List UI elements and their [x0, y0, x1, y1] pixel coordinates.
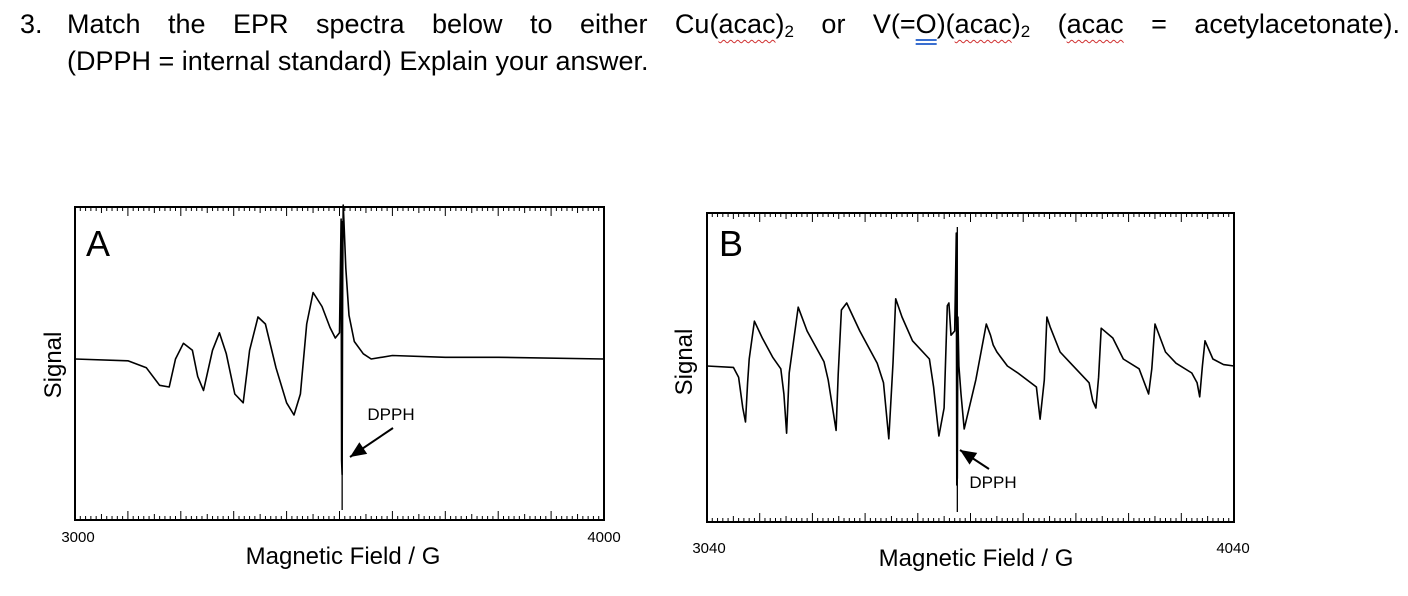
spectrum-a: A Signal Magnetic Field / G 3000 4000 DP… — [40, 204, 621, 570]
panel-b-dpph-arrow-head — [960, 450, 978, 465]
panel-a-x-tick-label-max: 4000 — [587, 529, 620, 546]
panel-a-dpph-arrow-head — [350, 442, 368, 457]
question-text-segment: Match the EPR spectra below to either Cu… — [67, 9, 719, 39]
question-text-segment: )( — [936, 9, 955, 39]
question-line-1: 3. Match the EPR spectra below to either… — [20, 6, 1400, 43]
spellcheck-word: acac — [1066, 9, 1124, 39]
panel-a-x-axis-label: Magnetic Field / G — [246, 543, 441, 570]
panel-a-dpph-annotation: DPPH — [367, 405, 414, 424]
grammar-marked-letter: O — [915, 9, 937, 39]
question-text-segment: ) — [775, 9, 785, 39]
panel-b-label: B — [719, 223, 743, 264]
panel-a-plot-frame — [74, 206, 605, 521]
question-number: 3. — [20, 9, 43, 39]
panel-b-x-tick-label-min: 3040 — [692, 540, 725, 557]
question-line-1-text: Match the EPR spectra below to either Cu… — [67, 6, 1400, 43]
spellcheck-word: acac — [954, 9, 1012, 39]
question-text-segment: or V(= — [793, 9, 916, 39]
panel-b-dpph-annotation: DPPH — [969, 473, 1016, 492]
question-text-segment: ) — [1011, 9, 1021, 39]
panel-a-y-axis-label: Signal — [40, 332, 67, 399]
spellcheck-word: acac — [718, 9, 776, 39]
panel-b-plot — [706, 212, 1235, 523]
panel-a-plot — [74, 204, 605, 521]
question-line-2: (DPPH = internal standard) Explain your … — [67, 46, 649, 76]
subscript: 2 — [784, 22, 794, 41]
panel-b-x-tick-label-max: 4040 — [1216, 540, 1249, 557]
panel-b-y-axis-label: Signal — [671, 329, 698, 396]
subscript: 2 — [1020, 22, 1031, 41]
panel-b-spectrum-line — [706, 232, 1235, 486]
question-text-segment: = acetylacetonate). — [1123, 9, 1400, 39]
question-text-segment: ( — [1030, 9, 1067, 39]
panel-b-x-axis-label: Magnetic Field / G — [879, 545, 1074, 572]
panel-a-label: A — [86, 223, 110, 264]
panel-a-x-tick-label-min: 3000 — [61, 529, 94, 546]
panel-a-spectrum-line — [74, 204, 605, 476]
spectrum-b: B Signal Magnetic Field / G 3040 4040 DP… — [671, 212, 1250, 572]
question-text: 3. Match the EPR spectra below to either… — [20, 6, 1400, 80]
